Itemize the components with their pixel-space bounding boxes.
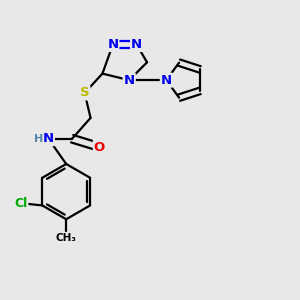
Text: N: N xyxy=(131,38,142,51)
Text: N: N xyxy=(43,132,54,145)
Text: N: N xyxy=(161,74,172,87)
Text: N: N xyxy=(124,74,135,87)
Text: CH₃: CH₃ xyxy=(56,233,77,243)
Text: S: S xyxy=(80,86,89,99)
Text: O: O xyxy=(94,140,105,154)
Text: Cl: Cl xyxy=(14,197,28,210)
Text: H: H xyxy=(34,134,44,144)
Text: N: N xyxy=(107,38,118,51)
